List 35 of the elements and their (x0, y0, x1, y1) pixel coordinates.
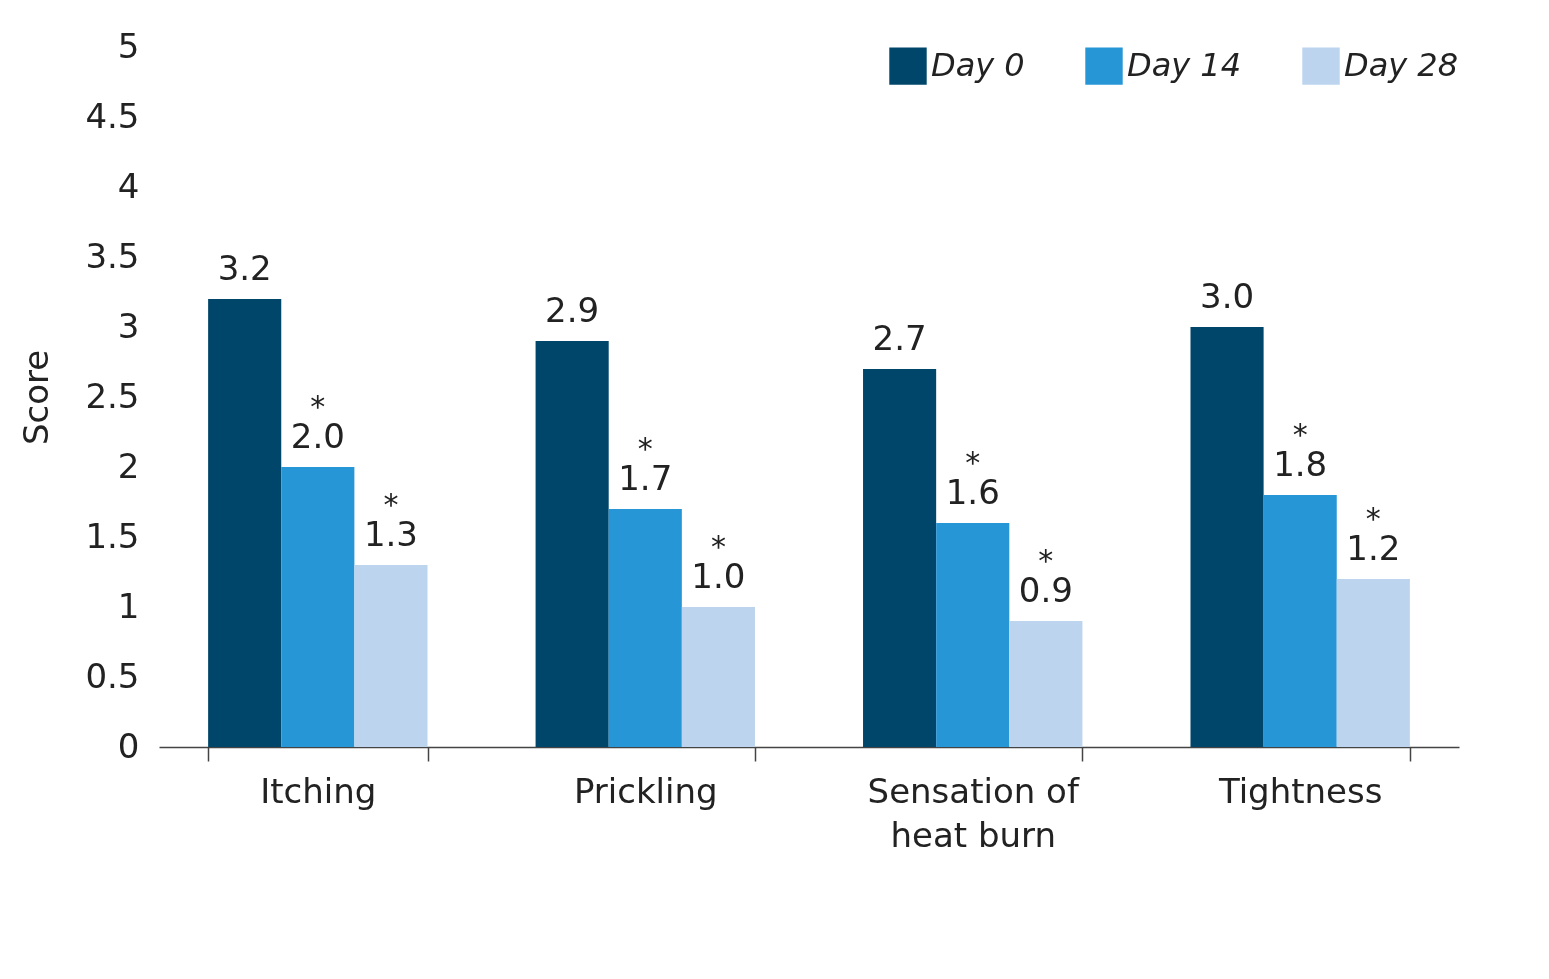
bar (535, 341, 609, 747)
y-tick-label: 1 (117, 585, 140, 626)
bar (1263, 495, 1337, 747)
bar (1009, 621, 1083, 747)
bar (1336, 579, 1410, 747)
x-tick-label: Sensation of heat burn (867, 770, 1080, 855)
y-tick-label: 2.5 (85, 375, 140, 416)
data-label: 2.7 (872, 318, 927, 358)
bar (208, 299, 282, 747)
legend-label: Day 14 (1127, 46, 1242, 85)
data-label: 3.2 (217, 248, 272, 288)
x-tick-label: Tightness (1217, 770, 1383, 811)
data-label: 3.0 (1200, 276, 1255, 316)
y-tick-label: 4.5 (85, 95, 140, 136)
x-tick-label: Itching (260, 770, 377, 811)
bar (354, 565, 428, 747)
bar (863, 369, 937, 747)
y-tick-label: 5 (117, 25, 140, 66)
bar (936, 523, 1010, 747)
x-tick-label: Prickling (573, 770, 718, 811)
y-tick-label: 0.5 (85, 655, 140, 696)
bar (281, 467, 355, 747)
y-tick-label: 0 (117, 725, 140, 766)
legend-label: Day 28 (1344, 46, 1459, 85)
data-label: 2.9 (545, 290, 600, 330)
y-tick-label: 1.5 (85, 515, 140, 556)
bar (608, 509, 682, 747)
y-tick-label: 3 (117, 305, 140, 346)
y-tick-label: 3.5 (85, 235, 140, 276)
bar (1190, 327, 1264, 747)
y-axis-title: Score (16, 349, 57, 446)
bar (681, 607, 755, 747)
y-tick-label: 4 (117, 165, 140, 206)
y-tick-label: 2 (117, 445, 140, 486)
legend-label: Day 0 (931, 46, 1025, 85)
